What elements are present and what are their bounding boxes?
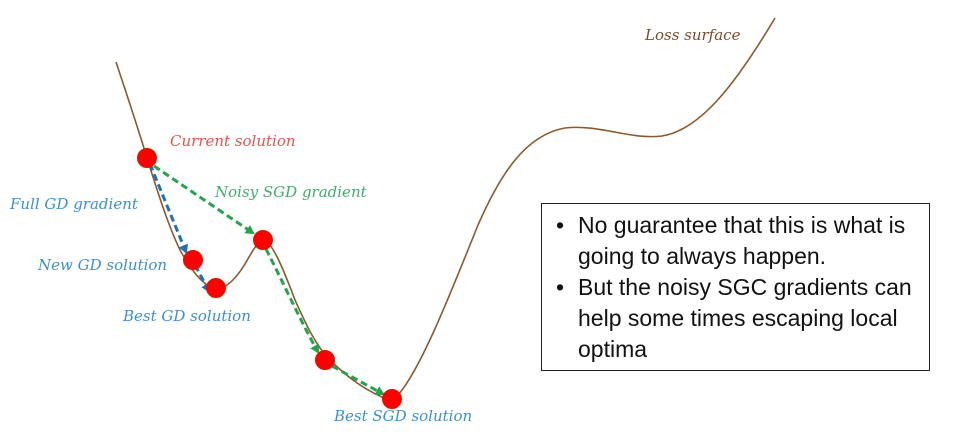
best-gd-solution-point (206, 278, 226, 298)
loss-surface-label: Loss surface (644, 26, 741, 44)
best-sgd-solution-point (382, 389, 402, 409)
sgd-intermediate-point (253, 230, 273, 250)
full-gd-gradient-arrow (148, 163, 188, 254)
note-box: No guarantee that this is what is going … (541, 203, 930, 371)
noisy-sgd-gradient-arrow (153, 164, 255, 235)
note-list: No guarantee that this is what is going … (552, 210, 919, 365)
current-solution-label: Current solution (170, 132, 296, 150)
current-solution-point (137, 148, 157, 168)
sgd-step-arrow-2 (331, 364, 385, 396)
noisy-sgd-gradient-label: Noisy SGD gradient (214, 183, 368, 201)
new-gd-solution-point (183, 250, 203, 270)
best-sgd-solution-label: Best SGD solution (333, 407, 472, 425)
new-gd-solution-label: New GD solution (37, 256, 167, 274)
note-item: No guarantee that this is what is going … (556, 210, 919, 272)
sgd-step-arrow-1 (264, 248, 320, 354)
note-item: But the noisy SGC gradients can help som… (556, 272, 919, 365)
best-gd-solution-label: Best GD solution (122, 307, 251, 325)
full-gd-gradient-label: Full GD gradient (9, 195, 139, 213)
sgd-step-point (315, 350, 335, 370)
